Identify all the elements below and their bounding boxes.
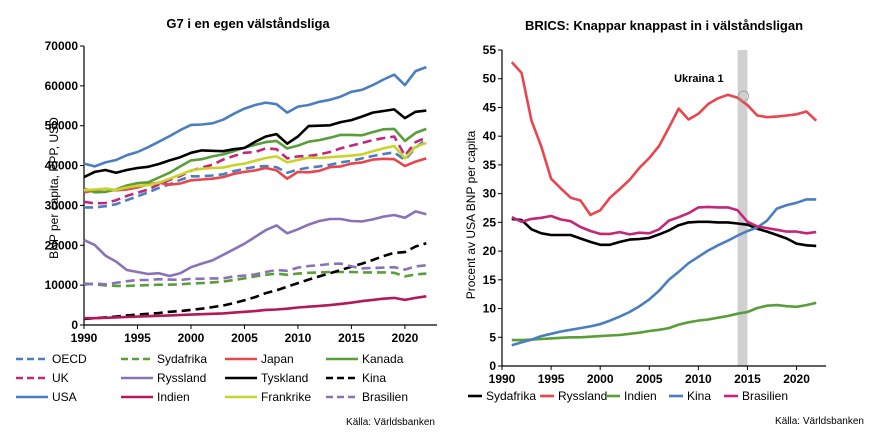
c1-x-tick-label: 2015 xyxy=(734,372,761,386)
c1-series-line-sydafrika xyxy=(511,217,817,248)
c1-legend-label-ryssland: Ryssland xyxy=(558,389,607,403)
c1-x-tick-label: 1995 xyxy=(538,372,565,386)
right-y-axis-label: Procent av USA BNP per capita xyxy=(464,130,478,299)
c0-legend-label-japan: Japan xyxy=(261,352,294,366)
c0-y-tick-label: 40000 xyxy=(45,159,79,173)
c0-legend-label-uk: UK xyxy=(52,371,69,385)
c0-series-line-uk xyxy=(83,135,427,205)
c0-legend-label-ryssland: Ryssland xyxy=(157,371,206,385)
c0-legend-label-sydafrika: Sydafrika xyxy=(157,352,207,366)
right-plot-area: 0 5 10 15 20 25 30 35 40 45 50 55 1990 1995 2000 2005 20… xyxy=(483,43,826,386)
c1-legend-label-kina: Kina xyxy=(687,389,711,403)
c0-y-tick-label: 30000 xyxy=(45,198,79,212)
c1-annotation-band xyxy=(737,50,748,366)
right-legend: Sydafrika Ryssland Indien Kina Brasilien xyxy=(468,389,788,403)
left-chart-title: G7 i en egen välståndsliga xyxy=(166,16,330,31)
c0-series-line-usa xyxy=(83,65,427,168)
c0-series-line-frankrike xyxy=(83,141,427,192)
c0-legend-label-oecd: OECD xyxy=(52,352,87,366)
c1-y-tick-label: 30 xyxy=(483,187,497,201)
c1-legend-label-indien: Indien xyxy=(624,389,657,403)
c1-series-line-kina xyxy=(511,198,817,347)
c0-series-line-ryssland xyxy=(83,210,427,278)
left-plot-area: 0 10000 20000 30000 40000 50000 60000 70000 1990… xyxy=(45,39,437,345)
c0-x-tick-label: 1995 xyxy=(124,331,151,345)
left-y-axis-label: BNP per capita, PPP, USD xyxy=(47,117,61,259)
c1-y-tick-label: 35 xyxy=(483,158,497,172)
c1-y-tick-label: 0 xyxy=(489,359,496,373)
c1-annotation-label: Ukraina 1 xyxy=(674,73,724,85)
c1-x-tick-label: 2000 xyxy=(587,372,614,386)
c1-annotation-marker xyxy=(738,90,749,102)
c1-y-tick-label: 25 xyxy=(483,215,497,229)
c0-series-line-indien xyxy=(84,295,427,320)
c0-legend-label-frankrike: Frankrike xyxy=(261,390,311,404)
c0-legend-label-kina: Kina xyxy=(362,371,386,385)
c1-y-tick-label: 45 xyxy=(483,100,497,114)
c0-series-line-kanada xyxy=(83,127,427,194)
c1-y-tick-label: 40 xyxy=(483,129,497,143)
c1-y-tick-label: 55 xyxy=(483,43,497,57)
c1-y-tick-label: 10 xyxy=(483,302,497,316)
c0-series-line-sydafrika xyxy=(83,270,427,288)
c1-y-tick-label: 5 xyxy=(489,330,496,344)
c0-series-line-oecd xyxy=(84,138,428,209)
c0-legend-label-indien: Indien xyxy=(157,390,190,404)
right-chart: BRICS: Knappar knappast in i välståndsli… xyxy=(464,18,864,427)
c0-x-tick-label: 2000 xyxy=(178,331,205,345)
c0-legend-label-tyskland: Tyskland xyxy=(261,371,308,385)
c0-y-tick-label: 20000 xyxy=(45,238,79,252)
c0-x-tick-label: 2005 xyxy=(231,331,258,345)
c0-series-line-tyskland xyxy=(83,108,427,179)
c0-y-tick-label: 0 xyxy=(71,318,78,332)
right-chart-title: BRICS: Knappar knappast in i välståndsli… xyxy=(525,18,803,33)
c1-x-tick-label: 2005 xyxy=(636,372,663,386)
c1-y-tick-label: 20 xyxy=(483,244,497,258)
c1-legend-label-brasilien: Brasilien xyxy=(742,389,788,403)
c1-y-tick-label: 50 xyxy=(483,72,497,86)
c0-series-line-brasilien xyxy=(83,262,427,286)
c0-y-tick-label: 10000 xyxy=(45,278,79,292)
c1-x-tick-label: 2010 xyxy=(685,372,712,386)
left-source: Källa: Världsbanken xyxy=(346,417,435,428)
c0-legend-label-usa: USA xyxy=(52,390,77,404)
c0-y-tick-label: 50000 xyxy=(45,119,79,133)
c0-y-tick-label: 60000 xyxy=(45,79,79,93)
c1-series-line-brasilien xyxy=(511,205,817,236)
c0-x-tick-label: 2010 xyxy=(285,331,312,345)
c0-legend-label-brasilien: Brasilien xyxy=(362,390,408,404)
c1-y-tick-label: 15 xyxy=(483,273,497,287)
c1-x-tick-label: 2020 xyxy=(783,372,810,386)
c0-y-tick-label: 70000 xyxy=(45,39,79,53)
c0-legend-label-kanada: Kanada xyxy=(362,352,404,366)
c1-legend-label-sydafrika: Sydafrika xyxy=(486,389,536,403)
c1-x-tick-label: 1990 xyxy=(489,372,516,386)
c0-x-tick-label: 2020 xyxy=(392,331,419,345)
right-source: Källa: Världsbanken xyxy=(775,416,864,427)
left-chart: G7 i en egen välståndsliga BNP per capit… xyxy=(16,16,437,428)
c1-series-line-ryssland xyxy=(510,61,818,217)
c0-x-tick-label: 2015 xyxy=(338,331,365,345)
left-legend: OECD Sydafrika Japan Kanada UK Ryssland Tyskla… xyxy=(16,352,408,404)
c0-series-line-kina xyxy=(83,242,427,321)
c0-x-tick-label: 1990 xyxy=(71,331,98,345)
c1-series-line-indien xyxy=(511,301,817,342)
